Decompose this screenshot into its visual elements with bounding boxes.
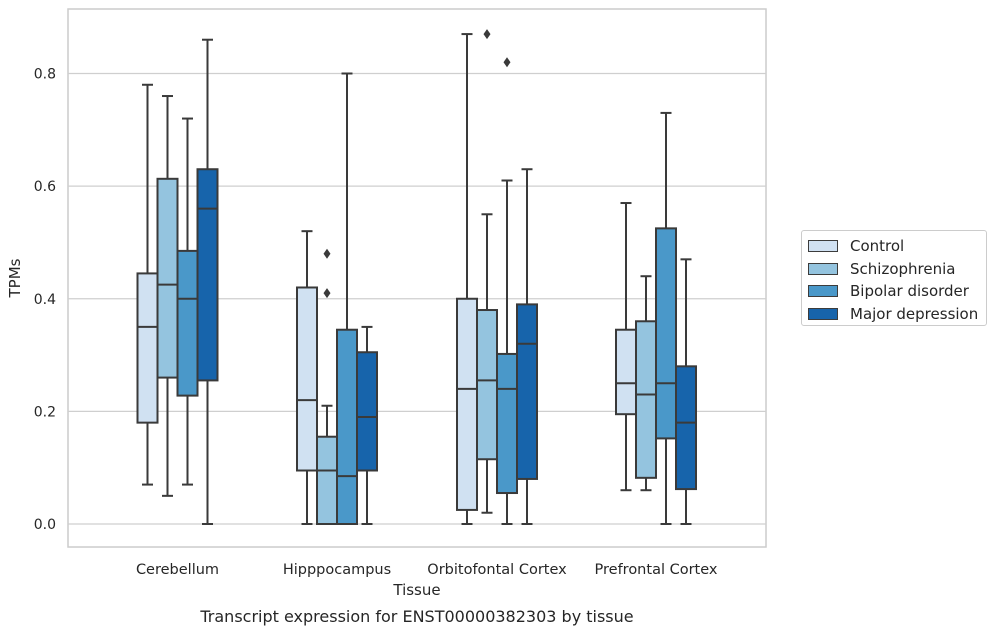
y-tick-label: 0.2: [34, 404, 56, 420]
iqr-box: [196, 168, 219, 382]
box-major-depression-3: [675, 258, 697, 525]
outlier-point: [323, 248, 331, 259]
iqr-box: [516, 303, 538, 480]
iqr-box: [136, 272, 159, 424]
iqr-box: [176, 249, 199, 397]
legend-label: Bipolar disorder: [850, 282, 969, 301]
x-tick-label: Prefrontal Cortex: [595, 562, 718, 578]
iqr-box: [635, 320, 657, 479]
iqr-box: [356, 351, 378, 472]
legend-item-bipolar: Bipolar disorder: [808, 280, 986, 303]
box-bipolar-disorder-2: [496, 57, 518, 525]
legend-swatch: [808, 262, 838, 275]
y-tick-label: 0.4: [34, 292, 56, 308]
y-tick-label: 0.6: [34, 179, 56, 195]
legend-swatch: [808, 307, 838, 320]
box-bipolar-disorder-0: [176, 117, 199, 486]
iqr-box: [296, 286, 318, 472]
box-major-depression-1: [356, 325, 378, 525]
y-axis-label: TPMs: [6, 258, 24, 298]
box-schizophrenia-2: [476, 29, 498, 514]
x-tick-label: Orbitofontal Cortex: [427, 562, 567, 578]
y-tick-label: 0.0: [34, 517, 56, 533]
legend-item-control: Control: [808, 235, 986, 258]
outlier-point: [503, 57, 511, 68]
boxes-layer: [136, 29, 697, 526]
legend: Control Schizophrenia Bipolar disorder M…: [801, 230, 987, 326]
iqr-box: [655, 227, 677, 440]
box-bipolar-disorder-3: [655, 111, 677, 525]
box-schizophrenia-0: [156, 95, 179, 497]
iqr-box: [496, 352, 518, 495]
y-tick-labels: 0.0 0.2 0.4 0.6 0.8: [34, 67, 56, 534]
iqr-box: [156, 177, 179, 379]
iqr-box: [476, 309, 498, 461]
y-tick-label: 0.8: [34, 67, 56, 83]
box-schizophrenia-1: [316, 248, 338, 526]
chart-caption: Transcript expression for ENST0000038230…: [199, 607, 633, 626]
legend-item-schizophrenia: Schizophrenia: [808, 258, 986, 281]
legend-label: Major depression: [850, 304, 979, 323]
legend-swatch: [808, 240, 838, 253]
outlier-point: [483, 29, 491, 40]
iqr-box: [316, 435, 338, 526]
x-axis-label: Tissue: [392, 581, 440, 599]
x-tick-labels: Cerebellum Hipppocampus Orbitofontal Corte…: [136, 562, 718, 578]
box-control-2: [456, 33, 478, 525]
iqr-box: [675, 365, 697, 491]
legend-label: Control: [850, 237, 905, 256]
iqr-box: [615, 328, 637, 416]
box-control-0: [136, 83, 159, 486]
outlier-point: [323, 288, 331, 299]
iqr-box: [456, 297, 478, 511]
x-tick-label: Cerebellum: [136, 562, 219, 578]
box-major-depression-2: [516, 168, 538, 525]
box-control-1: [296, 230, 318, 525]
iqr-box: [336, 328, 358, 525]
legend-label: Schizophrenia: [850, 259, 956, 278]
box-major-depression-0: [196, 38, 219, 525]
x-tick-label: Hipppocampus: [283, 562, 391, 578]
legend-swatch: [808, 285, 838, 298]
legend-item-major-depression: Major depression: [808, 303, 986, 326]
